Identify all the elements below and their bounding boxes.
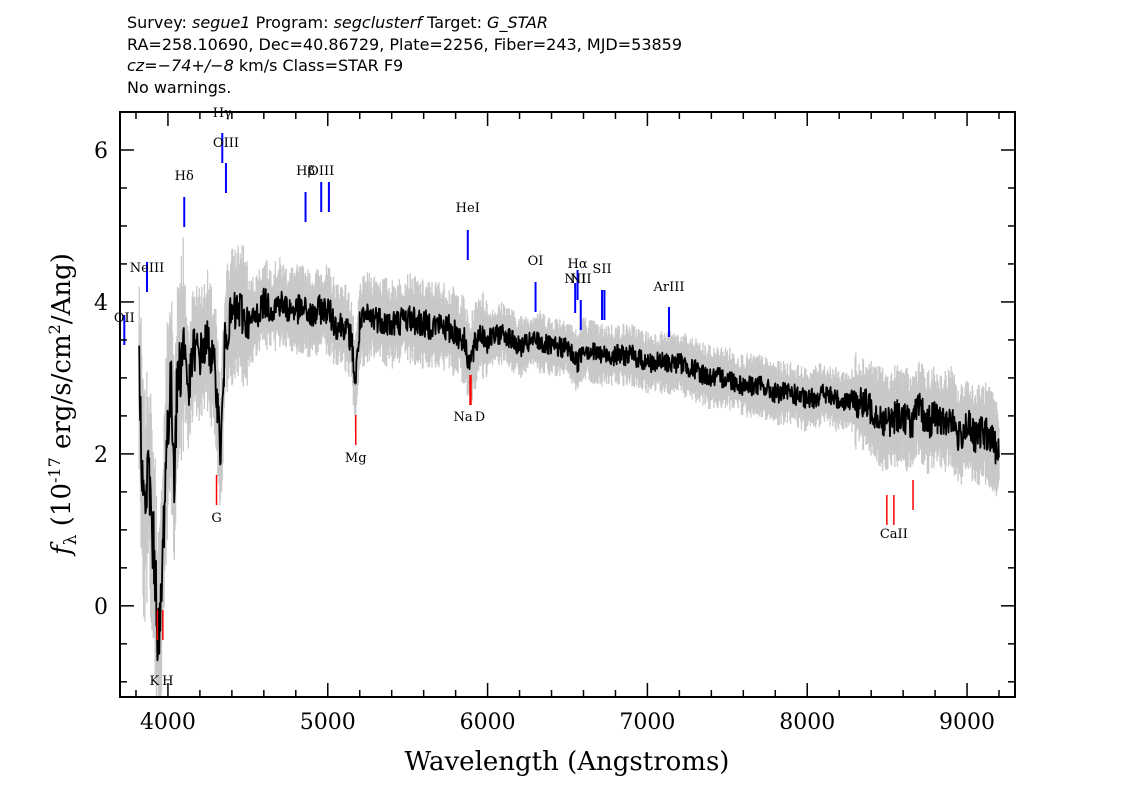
absorption-line-label: D [475, 410, 485, 425]
emission-line-label: Hδ [175, 169, 194, 184]
header-line-coords: RA=258.10690, Dec=40.86729, Plate=2256, … [127, 34, 683, 54]
emission-line-label: NII [570, 272, 592, 287]
class-value: km/s Class=STAR F9 [238, 56, 404, 75]
emission-line-label: OII [114, 311, 135, 326]
emission-line-label: HeI [456, 201, 480, 216]
header-line-survey: Survey: segue1 Program: segclusterf Targ… [127, 12, 682, 34]
absorption-line-label: K [150, 674, 160, 689]
tick-labels: 4000 5000 6000 7000 8000 9000 0 2 4 6 [94, 139, 995, 735]
target-value: G_STAR [487, 13, 548, 32]
emission-line-label: ArIII [652, 280, 684, 295]
y-tick-label: 2 [94, 443, 108, 468]
emission-line-label: NeIII [130, 261, 164, 276]
x-axis-title: Wavelength (Angstroms) [405, 747, 730, 777]
x-tick-label: 7000 [619, 710, 675, 735]
x-tick-label: 6000 [460, 710, 516, 735]
emission-line-label: Hα [568, 257, 588, 272]
x-tick-label: 9000 [939, 710, 995, 735]
emission-line-label: OIII [213, 136, 239, 151]
absorption-line-label: H [162, 674, 173, 689]
spectrum-header: Survey: segue1 Program: segclusterf Targ… [127, 12, 682, 98]
emission-line-label: Hγ [213, 106, 232, 121]
y-axis-title: fλ (10-17 erg/s/cm2/Ang) [45, 253, 81, 557]
cz-value: cz=−74+/−8 [127, 56, 234, 75]
emission-line-label: Hβ [296, 164, 315, 179]
axis-ticks [120, 112, 1015, 697]
emission-line-label: NII [564, 272, 586, 287]
absorption-line-label: CaII [880, 527, 908, 542]
emission-line-label: OIII [308, 164, 334, 179]
survey-value: segue1 [191, 13, 251, 32]
header-line-redshift: cz=−74+/−8 km/s Class=STAR F9 [127, 55, 682, 77]
absorption-line-label: Na [453, 410, 472, 425]
header-line-warnings: No warnings. [127, 77, 232, 97]
y-tick-label: 0 [94, 595, 108, 620]
plot-frame [119, 111, 1016, 698]
absorption-line-label: G [211, 511, 221, 526]
x-tick-label: 4000 [140, 710, 196, 735]
program-label: Program: [255, 13, 329, 32]
y-tick-label: 6 [94, 139, 108, 164]
program-value: segclusterf [333, 13, 422, 32]
absorption-line-label: Mg [345, 451, 367, 466]
x-tick-label: 5000 [300, 710, 356, 735]
flux-line [138, 287, 1000, 662]
flux-series [138, 287, 1000, 662]
target-label: Target: [427, 13, 482, 32]
emission-line-label: SII [592, 262, 611, 277]
y-tick-label: 4 [94, 291, 108, 316]
x-tick-label: 8000 [779, 710, 835, 735]
emission-line-label: OI [528, 254, 544, 269]
survey-label: Survey: [127, 13, 187, 32]
